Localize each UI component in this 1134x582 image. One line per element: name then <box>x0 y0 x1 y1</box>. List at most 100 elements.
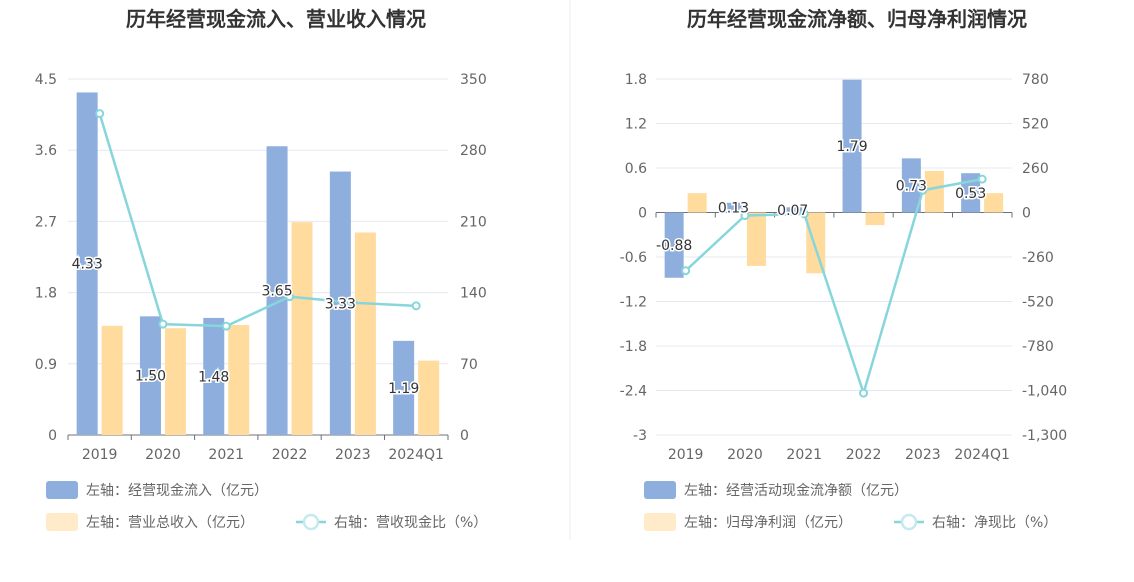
ratio-point <box>348 298 358 308</box>
right-axis-tick-label: -520 <box>1022 295 1054 311</box>
right-axis-tick-label: -780 <box>1022 339 1054 355</box>
ratio-point <box>918 185 928 195</box>
bar-primary <box>842 79 862 213</box>
left-axis-tick-label: 2.7 <box>35 214 57 230</box>
legend-marker <box>302 513 320 531</box>
left-axis-tick-label: 0 <box>638 206 647 222</box>
bar-secondary <box>291 222 313 435</box>
bar-primary <box>393 340 415 435</box>
x-axis-category-label: 2022 <box>272 447 308 463</box>
bar-primary <box>203 317 225 435</box>
left-axis-tick-label: 1.8 <box>35 286 57 302</box>
x-axis-category-label: 2021 <box>786 447 822 463</box>
bar-primary <box>76 92 98 436</box>
legend-label: 左轴：营业总收入（亿元） <box>86 515 254 531</box>
right-axis-tick-label: 0 <box>460 428 469 444</box>
right-axis-tick-label: 280 <box>460 143 487 159</box>
x-axis-category-label: 2020 <box>727 447 763 463</box>
bar-primary <box>329 171 351 435</box>
left-axis-tick-label: -3 <box>633 428 647 444</box>
bar-primary <box>139 316 161 435</box>
bar-data-label: 3.33 <box>325 296 356 312</box>
right-axis-tick-label: 520 <box>1022 117 1049 133</box>
bar-primary <box>901 158 921 213</box>
ratio-point <box>740 211 750 221</box>
right-axis-tick-label: 140 <box>460 286 487 302</box>
ratio-point <box>799 209 809 219</box>
left-axis-tick-label: -1.2 <box>620 295 647 311</box>
bar-primary <box>723 202 743 213</box>
bar-data-label: 0.13 <box>718 201 749 217</box>
left-axis-tick-label: -1.8 <box>620 339 647 355</box>
ratio-point <box>977 174 987 184</box>
chart-panel-net-cash-flow-profit: 历年经营现金流净额、归母净利润情况 -3 -2.4 -1.8 -1.2 -0.6 0 0.6… <box>620 7 1067 531</box>
left-axis-tick-label: 1.8 <box>625 72 647 88</box>
bar-secondary <box>806 212 826 274</box>
ratio-line <box>684 177 983 398</box>
left-axis-tick-label: 1.2 <box>625 117 647 133</box>
bar-secondary <box>164 328 186 435</box>
x-axis-category-label: 2019 <box>82 447 118 463</box>
right-axis-tick-label: -1,300 <box>1022 428 1067 444</box>
legend-label: 左轴：经营活动现金流净额（亿元） <box>684 483 908 499</box>
bar-data-label: 1.19 <box>388 381 419 397</box>
left-axis-tick-label: -2.4 <box>620 384 647 400</box>
bar-secondary <box>228 325 250 435</box>
legend-swatch <box>46 513 78 531</box>
x-axis-category-label: 2020 <box>145 447 181 463</box>
bar-data-label: 3.65 <box>261 284 292 300</box>
bar-data-label: -0.88 <box>656 238 692 254</box>
right-axis-tick-label: 70 <box>460 357 478 373</box>
bar-secondary <box>354 232 376 435</box>
right-axis-tick-label: 0 <box>1022 206 1031 222</box>
bar-data-label: 1.79 <box>836 139 867 155</box>
legend-swatch <box>644 481 676 499</box>
legend-label: 右轴：净现比（%） <box>932 515 1057 531</box>
chart-title: 历年经营现金流入、营业收入情况 <box>126 7 426 31</box>
ratio-line <box>98 113 417 328</box>
bar-primary <box>266 146 288 435</box>
ratio-point <box>221 321 231 331</box>
left-axis-tick-label: 4.5 <box>35 72 57 88</box>
x-axis-category-label: 2023 <box>905 447 941 463</box>
bar-data-label: 0.73 <box>896 178 927 194</box>
ratio-point <box>158 319 168 329</box>
x-axis-category-label: 2023 <box>335 447 371 463</box>
right-axis-tick-label: 350 <box>460 72 487 88</box>
x-axis-category-label: 2024Q1 <box>388 447 444 463</box>
left-axis-tick-label: 0 <box>48 428 57 444</box>
bar-data-label: 0.07 <box>777 203 808 219</box>
bar-secondary <box>687 193 707 213</box>
bar-secondary <box>984 193 1004 213</box>
bar-primary <box>664 212 684 278</box>
bar-primary <box>783 207 803 213</box>
right-axis-tick-label: 260 <box>1022 161 1049 177</box>
x-axis-category-label: 2019 <box>668 447 704 463</box>
ratio-point <box>859 388 869 398</box>
x-axis-category-label: 2024Q1 <box>954 447 1010 463</box>
bar-data-label: 1.48 <box>198 369 229 385</box>
bar-data-label: 0.53 <box>955 186 986 202</box>
bar-secondary <box>746 212 766 266</box>
bar-secondary <box>865 212 885 226</box>
left-axis-tick-label: -0.6 <box>620 250 647 266</box>
ratio-point <box>411 301 421 311</box>
right-axis-tick-label: -260 <box>1022 250 1054 266</box>
bar-data-label: 4.33 <box>72 257 103 273</box>
right-axis-tick-label: 780 <box>1022 72 1049 88</box>
left-axis-tick-label: 3.6 <box>35 143 57 159</box>
bar-data-label: 1.50 <box>135 369 166 385</box>
ratio-point <box>95 109 105 119</box>
ratio-point <box>681 266 691 276</box>
bar-secondary <box>924 170 944 213</box>
bar-secondary <box>418 360 440 435</box>
left-axis-tick-label: 0.6 <box>625 161 647 177</box>
legend-label: 左轴：归母净利润（亿元） <box>684 514 852 531</box>
left-axis-tick-label: 0.9 <box>35 357 57 373</box>
bar-secondary <box>101 325 123 435</box>
right-axis-tick-label: -1,040 <box>1022 384 1067 400</box>
chart-title: 历年经营现金流净额、归母净利润情况 <box>687 7 1027 31</box>
x-axis-category-label: 2021 <box>208 447 244 463</box>
legend-label: 左轴：经营现金流入（亿元） <box>86 483 268 499</box>
